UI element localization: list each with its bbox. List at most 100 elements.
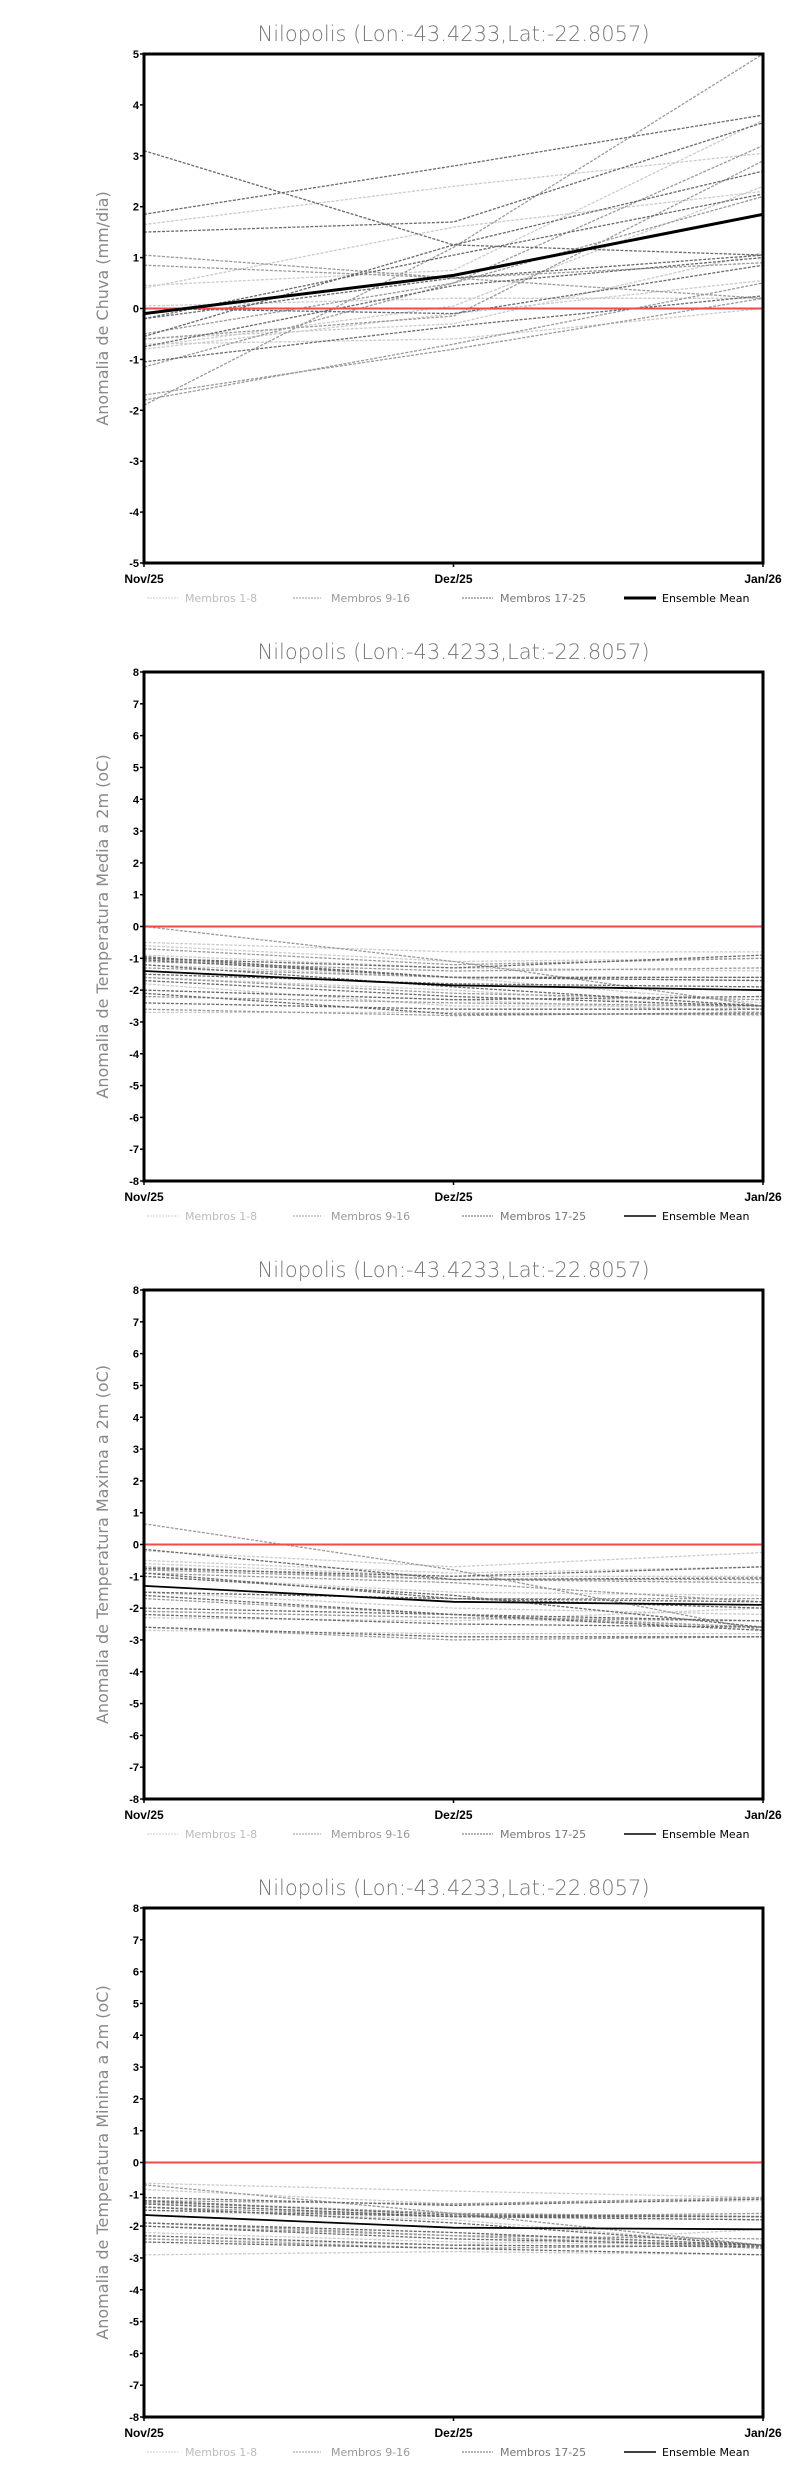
member-line-24 bbox=[144, 264, 763, 315]
chart-title: Nilopolis (Lon:-43.4233,Lat:-22.8057) bbox=[257, 1258, 649, 1282]
member-line-12 bbox=[144, 967, 763, 979]
legend-label: Membros 9-16 bbox=[331, 1210, 410, 1223]
y-tick-label: 4 bbox=[133, 1412, 140, 1424]
y-tick-label: -8 bbox=[129, 2412, 139, 2424]
x-tick-label: Dez/25 bbox=[434, 2426, 472, 2440]
legend-label: Ensemble Mean bbox=[662, 1210, 749, 1223]
y-tick-label: 8 bbox=[133, 1903, 139, 1915]
member-line-1 bbox=[144, 941, 763, 953]
y-tick-label: 8 bbox=[133, 667, 139, 679]
y-tick-label: -8 bbox=[129, 1794, 139, 1806]
y-tick-label: 5 bbox=[133, 762, 139, 774]
y-tick-label: 3 bbox=[133, 2062, 139, 2074]
member-line-23 bbox=[144, 1575, 763, 1628]
member-line-25 bbox=[144, 254, 763, 320]
member-line-22 bbox=[144, 2241, 763, 2256]
y-axis-label: Anomalia de Chuva (mm/dia) bbox=[93, 191, 112, 425]
y-tick-label: 5 bbox=[133, 1998, 139, 2010]
chart-title: Nilopolis (Lon:-43.4233,Lat:-22.8057) bbox=[257, 22, 649, 46]
x-tick-label: Nov/25 bbox=[124, 2426, 164, 2440]
member-line-25 bbox=[144, 2235, 763, 2248]
y-tick-label: 2 bbox=[133, 202, 139, 214]
member-line-7 bbox=[144, 1629, 763, 1635]
x-tick-label: Nov/25 bbox=[124, 1190, 164, 1204]
y-tick-label: 7 bbox=[133, 1935, 139, 1947]
plot-area bbox=[144, 925, 763, 1017]
y-tick-label: 4 bbox=[133, 794, 140, 806]
member-line-24 bbox=[144, 1548, 763, 1581]
y-tick-label: 6 bbox=[133, 731, 139, 743]
legend-label: Membros 9-16 bbox=[331, 592, 410, 605]
chart-2: Nilopolis (Lon:-43.4233,Lat:-22.8057) Ano… bbox=[93, 640, 782, 1223]
x-tick-label: Nov/25 bbox=[124, 1808, 164, 1822]
y-tick-label: 1 bbox=[133, 890, 139, 902]
ensemble-mean-line bbox=[144, 2214, 763, 2231]
member-line-12 bbox=[144, 1591, 763, 1600]
member-line-16 bbox=[144, 960, 763, 972]
y-tick-label: -4 bbox=[129, 1049, 140, 1061]
y-tick-label: 5 bbox=[133, 49, 139, 61]
y-tick-label: 2 bbox=[133, 858, 139, 870]
member-line-21 bbox=[144, 989, 763, 1001]
y-tick-label: 8 bbox=[133, 1285, 139, 1297]
member-line-10 bbox=[144, 1569, 763, 1581]
member-line-21 bbox=[144, 1607, 763, 1622]
chart-3: Nilopolis (Lon:-43.4233,Lat:-22.8057) Ano… bbox=[93, 1258, 782, 1841]
member-line-4 bbox=[144, 279, 763, 350]
y-tick-label: 4 bbox=[133, 2030, 140, 2042]
y-tick-label: -3 bbox=[129, 1635, 139, 1647]
member-line-1 bbox=[144, 152, 763, 226]
member-line-21 bbox=[144, 193, 763, 320]
ensemble-mean-line bbox=[144, 970, 763, 991]
y-tick-label: 6 bbox=[133, 1349, 139, 1361]
y-tick-label: 0 bbox=[133, 2158, 139, 2170]
ensemble-mean-line bbox=[144, 212, 763, 316]
member-line-10 bbox=[144, 2196, 763, 2205]
legend-label: Membros 1-8 bbox=[185, 2446, 257, 2459]
y-tick-label: -6 bbox=[129, 2348, 139, 2360]
member-line-1 bbox=[144, 2182, 763, 2199]
member-line-3 bbox=[144, 185, 763, 348]
member-line-9 bbox=[144, 2184, 763, 2246]
member-line-2 bbox=[144, 119, 763, 287]
y-tick-label: -4 bbox=[129, 2285, 140, 2297]
member-line-11 bbox=[144, 195, 763, 335]
member-line-19 bbox=[144, 2209, 763, 2221]
legend-label: Membros 1-8 bbox=[185, 1210, 257, 1223]
y-tick-label: -5 bbox=[129, 558, 139, 570]
y-tick-label: 3 bbox=[133, 1444, 139, 1456]
y-tick-label: 0 bbox=[133, 304, 139, 316]
legend-label: Membros 1-8 bbox=[185, 1828, 257, 1841]
y-tick-label: -6 bbox=[129, 1730, 139, 1742]
member-line-19 bbox=[144, 973, 763, 988]
y-tick-label: -4 bbox=[129, 507, 140, 519]
chart-title: Nilopolis (Lon:-43.4233,Lat:-22.8057) bbox=[257, 1876, 649, 1900]
y-tick-label: 3 bbox=[133, 826, 139, 838]
member-line-15 bbox=[144, 1008, 763, 1017]
chart-title: Nilopolis (Lon:-43.4233,Lat:-22.8057) bbox=[257, 640, 649, 664]
member-line-12 bbox=[144, 2206, 763, 2218]
member-line-6 bbox=[144, 2231, 763, 2246]
y-tick-label: -6 bbox=[129, 1112, 139, 1124]
y-tick-label: 6 bbox=[133, 1967, 139, 1979]
y-tick-label: -1 bbox=[129, 354, 139, 366]
y-tick-label: 3 bbox=[133, 151, 139, 163]
y-tick-label: 2 bbox=[133, 2094, 139, 2106]
y-axis-label: Anomalia de Temperatura Minima a 2m (oC) bbox=[93, 1985, 112, 2339]
member-line-9 bbox=[144, 1523, 763, 1632]
x-tick-label: Dez/25 bbox=[434, 572, 472, 586]
member-line-16 bbox=[144, 1566, 763, 1584]
x-tick-label: Dez/25 bbox=[434, 1190, 472, 1204]
plot-area bbox=[144, 1523, 763, 1641]
x-tick-label: Nov/25 bbox=[124, 572, 164, 586]
x-tick-label: Jan/26 bbox=[744, 1190, 782, 1204]
y-tick-label: -2 bbox=[129, 985, 139, 997]
y-tick-label: -4 bbox=[129, 1667, 140, 1679]
legend-label: Membros 17-25 bbox=[500, 2446, 586, 2459]
member-line-10 bbox=[144, 297, 763, 396]
y-tick-label: -1 bbox=[129, 1571, 139, 1583]
member-line-16 bbox=[144, 160, 763, 340]
y-tick-label: 2 bbox=[133, 1476, 139, 1488]
member-line-19 bbox=[144, 1591, 763, 1609]
